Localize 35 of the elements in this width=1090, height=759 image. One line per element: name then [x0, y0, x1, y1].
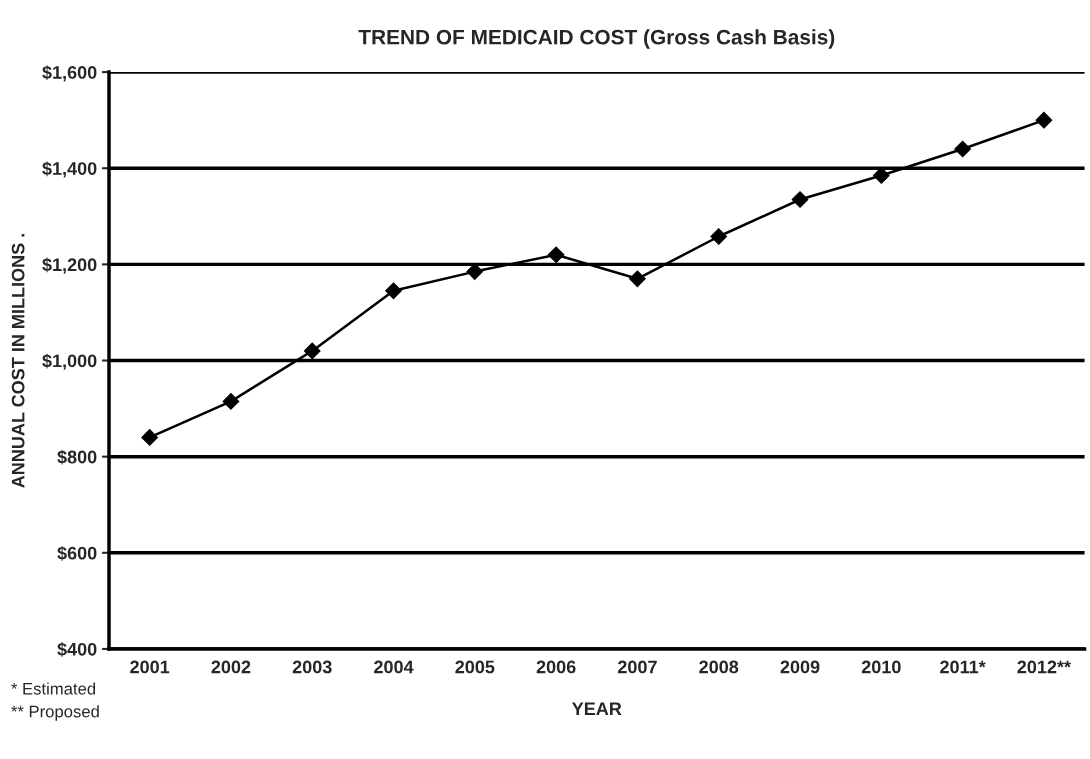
point — [547, 246, 565, 264]
point — [1035, 111, 1053, 129]
x-tick-label: 2002 — [211, 660, 251, 674]
y-tick-label: $800 — [57, 449, 97, 465]
y-tick-label: $400 — [57, 642, 97, 657]
x-tick-label: 2009 — [780, 660, 820, 674]
y-axis-title: ANNUAL COST IN MILLIONS . — [11, 234, 25, 488]
point — [141, 429, 159, 446]
point — [954, 140, 971, 158]
point — [872, 167, 890, 184]
x-axis-title: YEAR — [572, 702, 622, 715]
y-tick-label: $1,200 — [42, 257, 97, 274]
point — [222, 393, 240, 410]
x-tick-label: 2010 — [861, 660, 901, 674]
point — [385, 282, 402, 300]
x-tick-label: 2001 — [130, 660, 170, 674]
point — [710, 228, 728, 245]
text: * Estimated — [11, 682, 96, 695]
y-tick-label: $1,600 — [42, 65, 97, 82]
x-tick-label: 2005 — [455, 660, 495, 674]
point — [303, 342, 321, 360]
x-tick-label: 2011* — [940, 660, 986, 674]
x-tick-label: 2012** — [1017, 660, 1071, 674]
y-tick-label: $600 — [57, 545, 97, 561]
chart-title: TREND OF MEDICAID COST (Gross Cash Basis) — [358, 29, 835, 49]
x-tick-label: 2006 — [536, 660, 576, 674]
text: ** Proposed — [11, 705, 99, 721]
x-tick-label: 2008 — [699, 660, 739, 674]
x-tick-label: 2007 — [617, 660, 657, 674]
y-tick-label: $1,000 — [42, 353, 97, 370]
x-tick-label: 2003 — [292, 660, 332, 674]
point — [791, 191, 809, 208]
point — [629, 270, 646, 288]
y-tick-label: $1,400 — [42, 161, 97, 178]
x-tick-label: 2004 — [374, 660, 414, 674]
